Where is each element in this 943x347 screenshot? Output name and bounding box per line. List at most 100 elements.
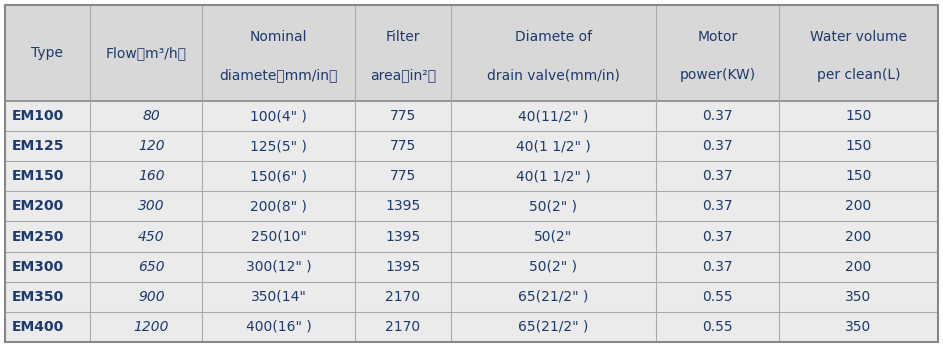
Bar: [90, 5, 202, 101]
Text: 2170: 2170: [386, 290, 421, 304]
Text: Diamete of: Diamete of: [515, 30, 592, 44]
Bar: [656, 5, 779, 101]
Bar: [656, 101, 779, 131]
Text: 300(12" ): 300(12" ): [246, 260, 311, 273]
Bar: [451, 161, 656, 192]
Text: 50(2" ): 50(2" ): [529, 200, 577, 213]
Bar: [202, 192, 356, 221]
Text: diamete（mm/in）: diamete（mm/in）: [220, 68, 338, 82]
Text: Nominal: Nominal: [250, 30, 307, 44]
Bar: [5, 5, 90, 101]
Text: 0.37: 0.37: [702, 109, 733, 123]
Text: 300: 300: [138, 200, 165, 213]
Bar: [656, 282, 779, 312]
Text: 2170: 2170: [386, 320, 421, 334]
Bar: [202, 5, 356, 101]
Text: EM150: EM150: [11, 169, 64, 183]
Text: EM250: EM250: [11, 229, 64, 244]
Text: 200: 200: [845, 260, 871, 273]
Text: per clean(L): per clean(L): [817, 68, 901, 82]
Text: 1395: 1395: [386, 229, 421, 244]
Bar: [451, 252, 656, 282]
Text: 0.55: 0.55: [702, 290, 733, 304]
Bar: [451, 131, 656, 161]
Bar: [779, 131, 938, 161]
Bar: [90, 101, 202, 131]
Text: 0.37: 0.37: [702, 169, 733, 183]
Bar: [356, 101, 451, 131]
Bar: [356, 252, 451, 282]
Text: 0.37: 0.37: [702, 200, 733, 213]
Text: 400(16" ): 400(16" ): [246, 320, 311, 334]
Bar: [202, 282, 356, 312]
Bar: [202, 131, 356, 161]
Text: 100(4" ): 100(4" ): [250, 109, 307, 123]
Text: area（in²）: area（in²）: [370, 68, 436, 82]
Bar: [356, 192, 451, 221]
Text: 250(10": 250(10": [251, 229, 306, 244]
Text: 1395: 1395: [386, 200, 421, 213]
Bar: [202, 221, 356, 252]
Text: 0.37: 0.37: [702, 229, 733, 244]
Bar: [5, 282, 90, 312]
Text: 775: 775: [389, 109, 416, 123]
Text: Water volume: Water volume: [810, 30, 907, 44]
Bar: [356, 282, 451, 312]
Bar: [656, 312, 779, 342]
Bar: [779, 192, 938, 221]
Bar: [656, 221, 779, 252]
Bar: [451, 282, 656, 312]
Bar: [356, 161, 451, 192]
Text: 150: 150: [845, 109, 871, 123]
Text: EM200: EM200: [11, 200, 64, 213]
Text: EM100: EM100: [11, 109, 64, 123]
Bar: [356, 312, 451, 342]
Text: Type: Type: [31, 46, 63, 60]
Bar: [5, 252, 90, 282]
Bar: [5, 161, 90, 192]
Text: Motor: Motor: [697, 30, 737, 44]
Text: 775: 775: [389, 169, 416, 183]
Text: 40(11/2" ): 40(11/2" ): [519, 109, 588, 123]
Bar: [90, 252, 202, 282]
Bar: [90, 192, 202, 221]
Bar: [356, 131, 451, 161]
Text: EM400: EM400: [11, 320, 64, 334]
Bar: [779, 282, 938, 312]
Text: 650: 650: [138, 260, 165, 273]
Text: EM300: EM300: [11, 260, 63, 273]
Text: 120: 120: [138, 139, 165, 153]
Text: 125(5" ): 125(5" ): [250, 139, 307, 153]
Bar: [5, 101, 90, 131]
Text: 50(2": 50(2": [535, 229, 572, 244]
Bar: [5, 221, 90, 252]
Text: 40(1 1/2" ): 40(1 1/2" ): [516, 169, 591, 183]
Text: 350: 350: [845, 290, 871, 304]
Text: 0.37: 0.37: [702, 139, 733, 153]
Text: 150: 150: [845, 139, 871, 153]
Text: 0.37: 0.37: [702, 260, 733, 273]
Bar: [779, 312, 938, 342]
Text: 200(8" ): 200(8" ): [250, 200, 307, 213]
Bar: [90, 131, 202, 161]
Text: drain valve(mm/in): drain valve(mm/in): [487, 68, 620, 82]
Bar: [451, 192, 656, 221]
Text: 900: 900: [138, 290, 165, 304]
Bar: [202, 252, 356, 282]
Bar: [5, 192, 90, 221]
Text: 200: 200: [845, 200, 871, 213]
Bar: [5, 131, 90, 161]
Text: 50(2" ): 50(2" ): [529, 260, 577, 273]
Text: EM125: EM125: [11, 139, 64, 153]
Bar: [656, 192, 779, 221]
Text: 1395: 1395: [386, 260, 421, 273]
Bar: [90, 161, 202, 192]
Text: 200: 200: [845, 229, 871, 244]
Text: 80: 80: [142, 109, 160, 123]
Bar: [779, 252, 938, 282]
Text: 160: 160: [138, 169, 165, 183]
Bar: [451, 312, 656, 342]
Bar: [5, 312, 90, 342]
Bar: [656, 252, 779, 282]
Bar: [779, 101, 938, 131]
